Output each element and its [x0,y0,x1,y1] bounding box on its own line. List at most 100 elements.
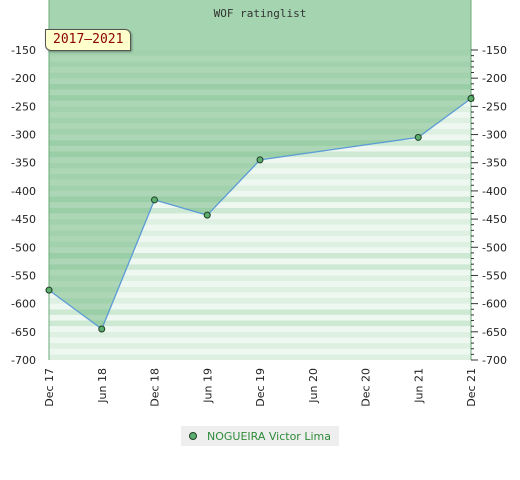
y-tick-label-left: -350 [11,157,36,170]
area-above-line [49,50,471,329]
y-tick-label-right: -650 [482,326,507,339]
data-point [45,286,53,294]
background-band [49,134,471,141]
period-label: 2017–2021 [45,29,132,51]
x-tick-label: Dec 19 [254,368,267,407]
background-band [49,117,471,124]
y-tick-label-left: -150 [11,44,36,57]
y-tick-label-left: -300 [11,129,36,142]
y-tick-label-left: -400 [11,185,36,198]
data-point [203,211,211,219]
background-band [49,298,471,304]
y-tick-label-left: -550 [11,269,36,282]
background-band [49,106,471,112]
background-band [49,61,471,67]
legend-series-name: NOGUEIRA Victor Lima [207,429,331,443]
background-band [49,348,471,355]
x-tick-label: Jun 20 [307,368,320,404]
y-tick-label-right: -250 [482,100,507,113]
background-band [49,100,471,107]
background-band [49,320,471,327]
background-band [49,236,471,242]
background-band [49,128,471,135]
background-band [49,95,471,101]
background-band [49,112,471,118]
background-band [49,168,471,174]
y-tick-label-right: -200 [482,72,507,85]
background-band [49,286,471,293]
background-band [49,224,471,231]
y-axis-left: -150 -200 -250 -300 -350 -400 -450 -500 -550 -600… [11,44,36,367]
data-point [467,94,475,102]
y-tick-label-left: -700 [11,354,36,367]
background-band [49,354,471,360]
background-band [49,190,471,197]
background-band [49,252,471,259]
y-tick-label-right: -400 [482,185,507,198]
series-markers [45,94,475,333]
y-tick-label-right: -300 [482,129,507,142]
background-band [49,258,471,265]
y-tick-label-right: -550 [482,269,507,282]
background-band [49,83,471,90]
y-tick-label-left: -500 [11,241,36,254]
y-tick-label-left: -600 [11,298,36,311]
x-tick-label: Jun 18 [96,368,109,404]
x-tick-label: Dec 21 [465,368,478,407]
background-band [49,123,471,129]
x-tick-label: Dec 20 [360,368,373,407]
background-band [49,314,471,321]
y-tick-label-left: -200 [11,72,36,85]
background-band [49,185,471,191]
background-band [49,50,471,56]
background-band [49,89,471,96]
y-tick-label-right: -350 [482,157,507,170]
background-band [49,281,471,287]
background-band [49,207,471,214]
background-band [49,275,471,282]
background-band [49,151,471,158]
background-band [49,66,471,73]
x-axis: Dec 17 Jun 18 Dec 18 Jun 19 Dec 19 Jun 20 Dec … [43,368,478,407]
x-tick-label: Jun 21 [412,368,425,404]
background-band [49,202,471,208]
data-point [98,325,106,333]
legend-marker-icon [189,432,197,440]
background-bands [49,50,471,360]
y-tick-label-right: -600 [482,298,507,311]
background-band [49,326,471,332]
background-band [49,337,471,344]
background-band [49,179,471,186]
background-band [49,196,471,203]
background-band [49,331,471,338]
chart-title: WOF ratinglist [214,7,307,20]
y-tick-label-right: -700 [482,354,507,367]
background-band [49,55,471,62]
y-tick-label-right: -500 [482,241,507,254]
background-band [49,145,471,152]
background-band [49,309,471,315]
y-tick-label-right: -450 [482,213,507,226]
background-band [49,264,471,270]
background-band [49,213,471,220]
background-band [49,162,471,169]
background-band [49,174,471,180]
background-band [49,219,471,225]
background-band [49,292,471,298]
x-tick-label: Jun 19 [201,368,214,404]
background-band [49,269,471,276]
background-band [49,72,471,79]
background-band [49,343,471,349]
background-band [49,78,471,84]
background-band [49,140,471,146]
y-tick-label-left: -450 [11,213,36,226]
background-band [49,247,471,253]
legend: NOGUEIRA Victor Lima [181,426,339,446]
x-tick-label: Dec 18 [149,368,162,407]
y-tick-label-right: -150 [482,44,507,57]
y-tick-label-left: -250 [11,100,36,113]
x-tick-label: Dec 17 [43,368,56,407]
background-band [49,230,471,236]
y-tick-label-left: -650 [11,326,36,339]
